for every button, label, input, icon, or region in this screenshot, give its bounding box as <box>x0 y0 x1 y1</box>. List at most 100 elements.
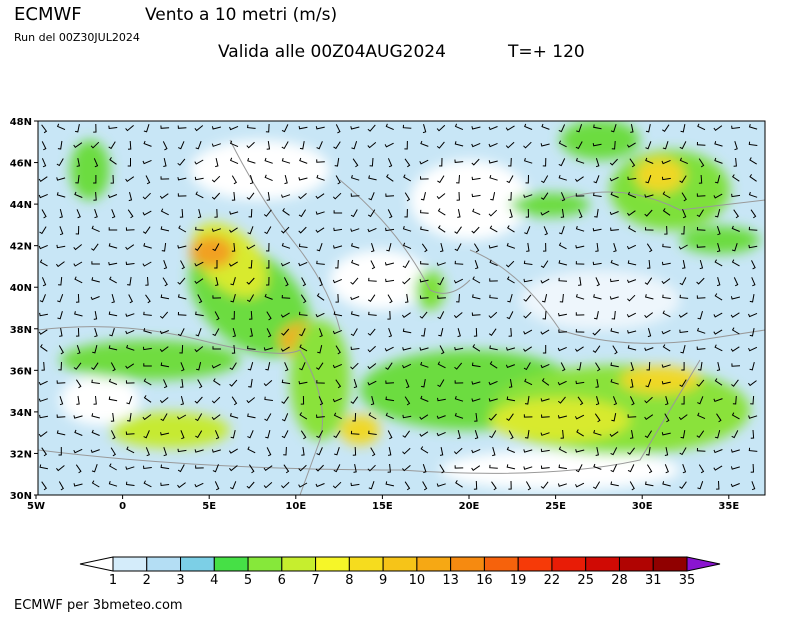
legend-label: 8 <box>345 573 353 588</box>
wind-barb <box>748 244 758 249</box>
wind-barb <box>177 177 187 181</box>
wind-barb <box>696 141 706 146</box>
lon-label: 10E <box>285 501 306 512</box>
field-blobs <box>60 121 760 490</box>
wind-barb <box>645 123 651 133</box>
title: Vento a 10 metri (m/s) <box>145 5 337 25</box>
wind-barb <box>560 429 564 439</box>
wind-barb <box>662 344 671 352</box>
wind-barb <box>558 329 568 333</box>
wind-barb <box>713 312 723 318</box>
wind-barb <box>195 311 204 317</box>
wind-barb <box>731 430 739 439</box>
wind-barb <box>284 174 288 185</box>
wind-barb <box>350 228 360 232</box>
wind-barb <box>682 259 686 269</box>
wind-barb <box>540 210 550 216</box>
wind-barb <box>350 362 359 370</box>
wind-barb <box>197 379 203 389</box>
wind-barb <box>316 141 323 150</box>
wind-barb <box>610 464 618 473</box>
wind-barb <box>489 464 498 469</box>
wind-barb <box>109 328 115 337</box>
wind-barb <box>524 395 530 405</box>
wind-barb <box>558 174 567 181</box>
wind-barb <box>714 157 723 164</box>
wind-barb <box>749 294 755 303</box>
wind-barb <box>335 259 339 269</box>
wind-barb <box>471 158 480 166</box>
legend-label: 25 <box>577 573 594 588</box>
wind-barb <box>298 311 308 316</box>
wind-barb <box>316 380 325 384</box>
wind-barb <box>595 446 599 456</box>
wind-barb <box>714 293 723 301</box>
wind-barb <box>177 311 187 316</box>
wind-barb <box>696 327 706 334</box>
wind-barb <box>316 362 324 371</box>
wind-barb <box>575 329 585 333</box>
wind-barb <box>350 277 359 285</box>
wind-barb <box>644 396 653 404</box>
wind-barb <box>680 123 686 133</box>
wind-barb <box>143 480 152 488</box>
wind-barb <box>283 464 290 474</box>
wind-barb <box>177 158 186 166</box>
wind-barb <box>505 364 515 369</box>
wind-barb <box>126 446 135 454</box>
legend-bin <box>180 556 215 572</box>
wind-barb <box>246 192 255 200</box>
wind-barb <box>592 328 601 336</box>
legend-label: 13 <box>442 573 459 588</box>
wind-barb <box>402 242 412 250</box>
wind-barb <box>58 361 62 371</box>
wind-barb <box>523 466 533 470</box>
wind-barb <box>750 209 757 219</box>
wind-barb <box>179 344 184 354</box>
wind-barb <box>645 481 654 487</box>
wind-barb <box>368 277 377 282</box>
wind-barb <box>698 158 705 168</box>
wind-barb <box>38 380 48 386</box>
wind-barb <box>142 346 152 351</box>
wind-barb <box>387 158 393 168</box>
wind-barb <box>160 226 170 232</box>
legend-label: 3 <box>176 573 184 588</box>
wind-barb <box>560 362 566 372</box>
legend-bin <box>382 556 418 572</box>
wind-barb <box>263 465 273 471</box>
wind-barb <box>92 344 98 354</box>
wind-barb <box>609 176 619 182</box>
wind-barb <box>592 228 602 232</box>
legend-label: 31 <box>645 573 662 588</box>
wind-barb <box>214 260 218 269</box>
wind-barb <box>125 176 135 182</box>
wind-barb <box>541 293 548 303</box>
wind-barb <box>94 209 98 219</box>
wind-barb <box>211 126 222 130</box>
wind-barb <box>506 413 514 421</box>
wind-barb <box>108 345 118 351</box>
wind-barb <box>110 447 116 457</box>
wind-barb <box>110 362 116 372</box>
wind-barb <box>541 175 549 184</box>
wind-barb <box>593 192 602 197</box>
wind-barb <box>439 446 444 456</box>
wind-barb <box>731 363 741 367</box>
wind-barb <box>125 244 135 250</box>
wind-barb <box>438 157 443 167</box>
wind-barb <box>471 142 481 148</box>
legend-bin <box>112 556 148 572</box>
wind-barb <box>610 378 619 385</box>
wind-barb <box>125 431 135 435</box>
wind-barb <box>731 259 740 267</box>
wind-barb <box>489 174 498 181</box>
wind-barb <box>264 396 273 401</box>
legend-bin <box>483 556 519 572</box>
lat-label: 48N <box>10 117 32 128</box>
wind-barb <box>265 429 271 439</box>
wind-barb <box>91 480 100 488</box>
wind-barb <box>281 430 289 439</box>
wind-barb <box>126 396 133 405</box>
wind-barb <box>247 413 256 419</box>
